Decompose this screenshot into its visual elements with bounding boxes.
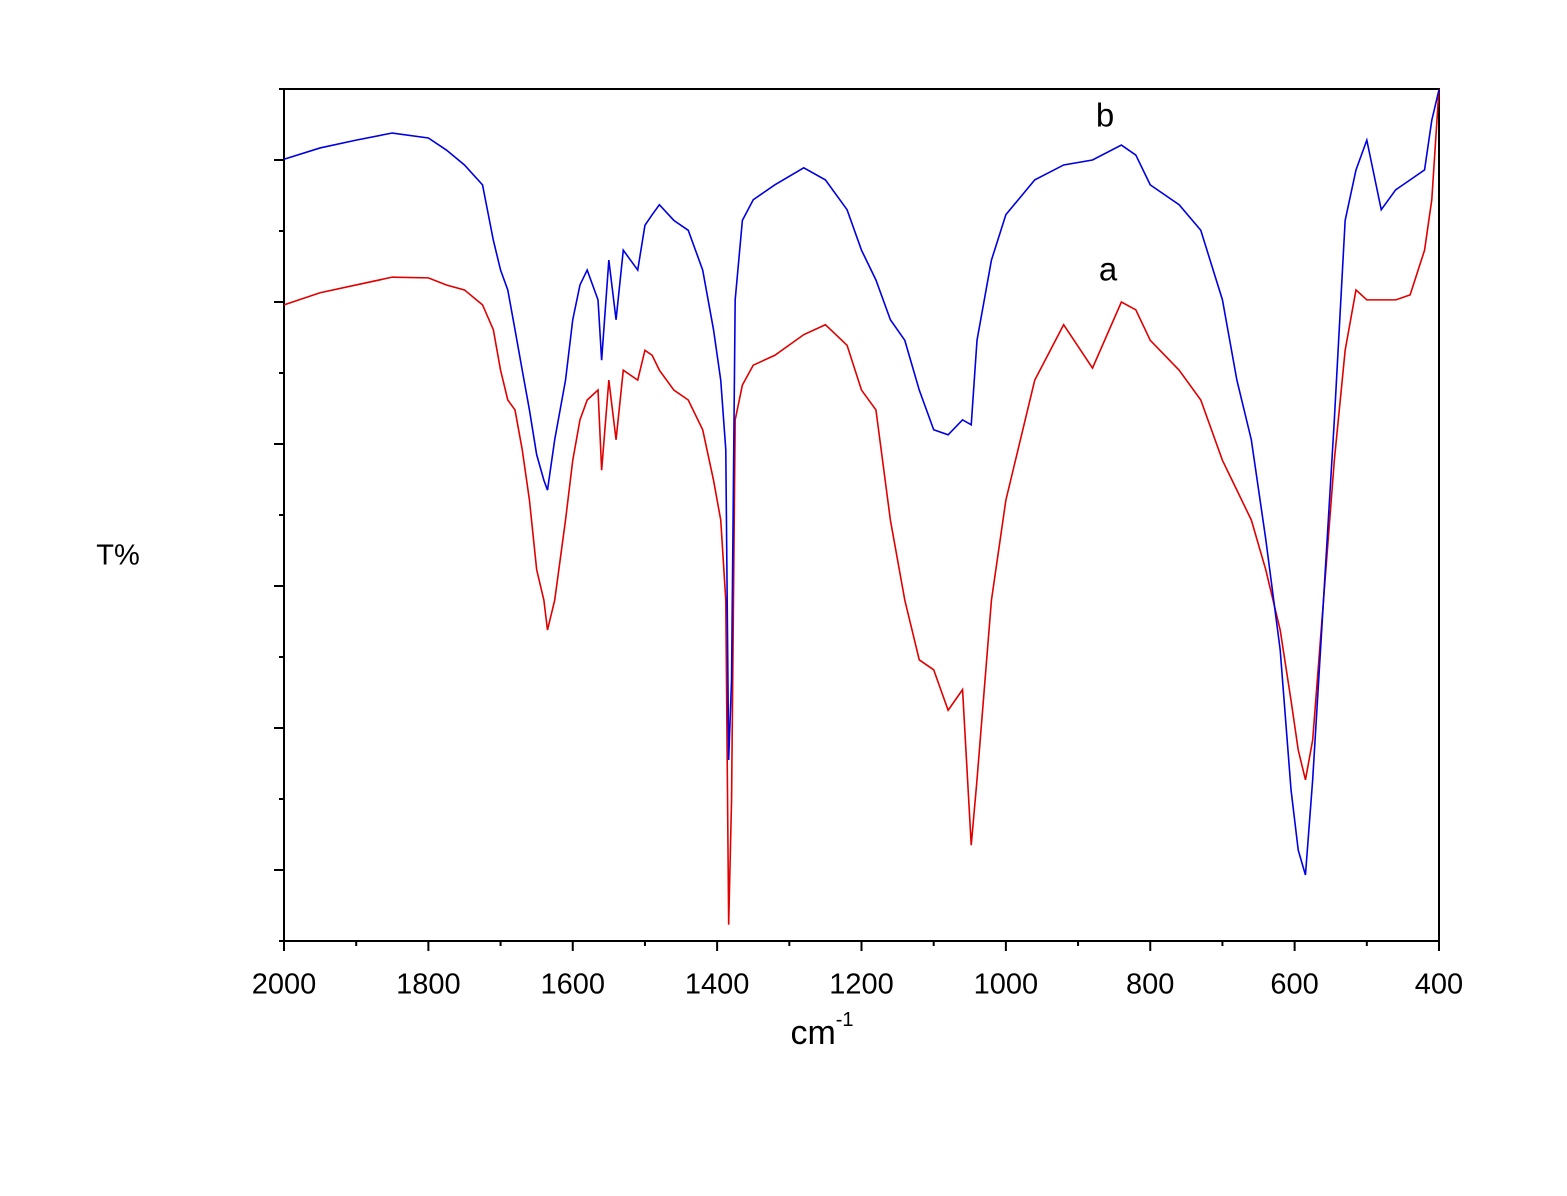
x-tick-label: 600 <box>1270 969 1318 1001</box>
series-line <box>283 89 1440 876</box>
x-tick-label: 800 <box>1126 969 1174 1001</box>
plot-frame <box>283 88 1440 942</box>
x-tick-label: 1600 <box>540 969 605 1001</box>
y-axis-label: T% <box>96 540 140 572</box>
x-tick-label: 1800 <box>396 969 461 1001</box>
x-tick-label: 1000 <box>974 969 1039 1001</box>
series-line <box>283 88 1440 925</box>
x-tick-label: 2000 <box>252 969 317 1001</box>
x-axis-label: cm-1 <box>790 1009 853 1052</box>
x-tick-label: 1200 <box>829 969 894 1001</box>
x-tick-label: 400 <box>1415 969 1463 1001</box>
series-label: a <box>1099 251 1118 288</box>
x-tick-label: 1400 <box>685 969 750 1001</box>
x-axis-label-sup: -1 <box>836 1009 854 1031</box>
x-axis-label-main: cm <box>790 1014 835 1052</box>
series-label: b <box>1096 97 1114 134</box>
